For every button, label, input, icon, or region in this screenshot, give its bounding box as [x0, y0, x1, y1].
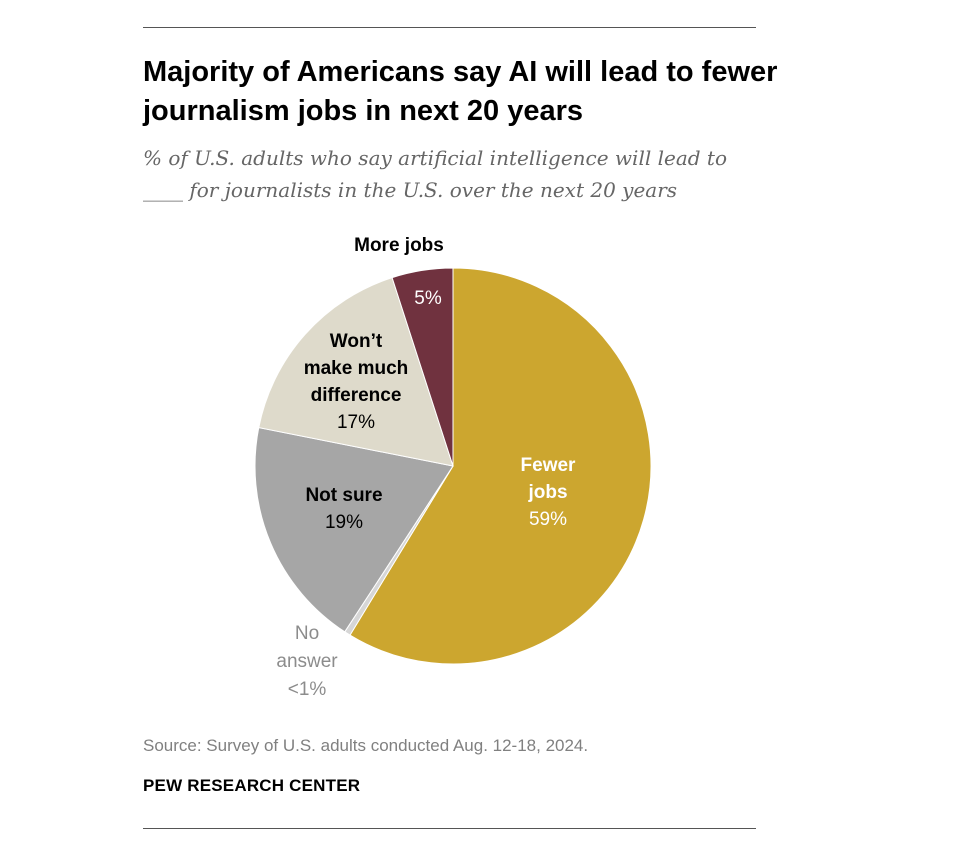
slice-label-won-t-make-much-difference: Won’t make much difference 17% [304, 331, 409, 433]
pie-slice-not-sure [254, 426, 454, 633]
slice-value-not-sure: 19% [325, 512, 363, 533]
source-note: Source: Survey of U.S. adults conducted … [143, 736, 589, 755]
slice-label-fewer-jobs: Fewer jobs 59% [521, 455, 577, 530]
slice-name-no-answer: No [295, 623, 319, 644]
chart-subtitle: % of U.S. adults who say artificial inte… [143, 146, 727, 202]
slice-name-fewer-jobs: jobs [527, 482, 567, 503]
slice-label-not-sure: Not sure 19% [305, 485, 382, 533]
slice-name-won-t-make-much-difference: Won’t [330, 331, 383, 352]
slice-name-fewer-jobs: Fewer [521, 455, 577, 476]
slice-label-more-jobs: More jobs 5% [354, 235, 444, 309]
slice-label-no-answer: No answer <1% [276, 623, 338, 700]
pie-slice-more-jobs [391, 267, 454, 467]
slice-value-more-jobs: 5% [414, 288, 442, 309]
pie-slice-fewer-jobs [349, 267, 652, 665]
slice-value-won-t-make-much-difference: 17% [337, 412, 375, 433]
top-rule [143, 27, 756, 28]
chart-title: Majority of Americans say AI will lead t… [143, 56, 778, 127]
slice-value-no-answer: <1% [288, 679, 327, 700]
pie-slice-won-t-make-much-difference [258, 276, 454, 467]
slice-name-won-t-make-much-difference: difference [311, 385, 402, 406]
slice-name-more-jobs: More jobs [354, 235, 444, 256]
slice-name-no-answer: answer [276, 651, 338, 672]
organization-name: PEW RESEARCH CENTER [143, 776, 361, 795]
slice-value-fewer-jobs: 59% [529, 509, 567, 530]
bottom-rule [143, 828, 756, 829]
slice-name-won-t-make-much-difference: make much [304, 358, 409, 379]
slice-name-not-sure: Not sure [305, 485, 382, 506]
